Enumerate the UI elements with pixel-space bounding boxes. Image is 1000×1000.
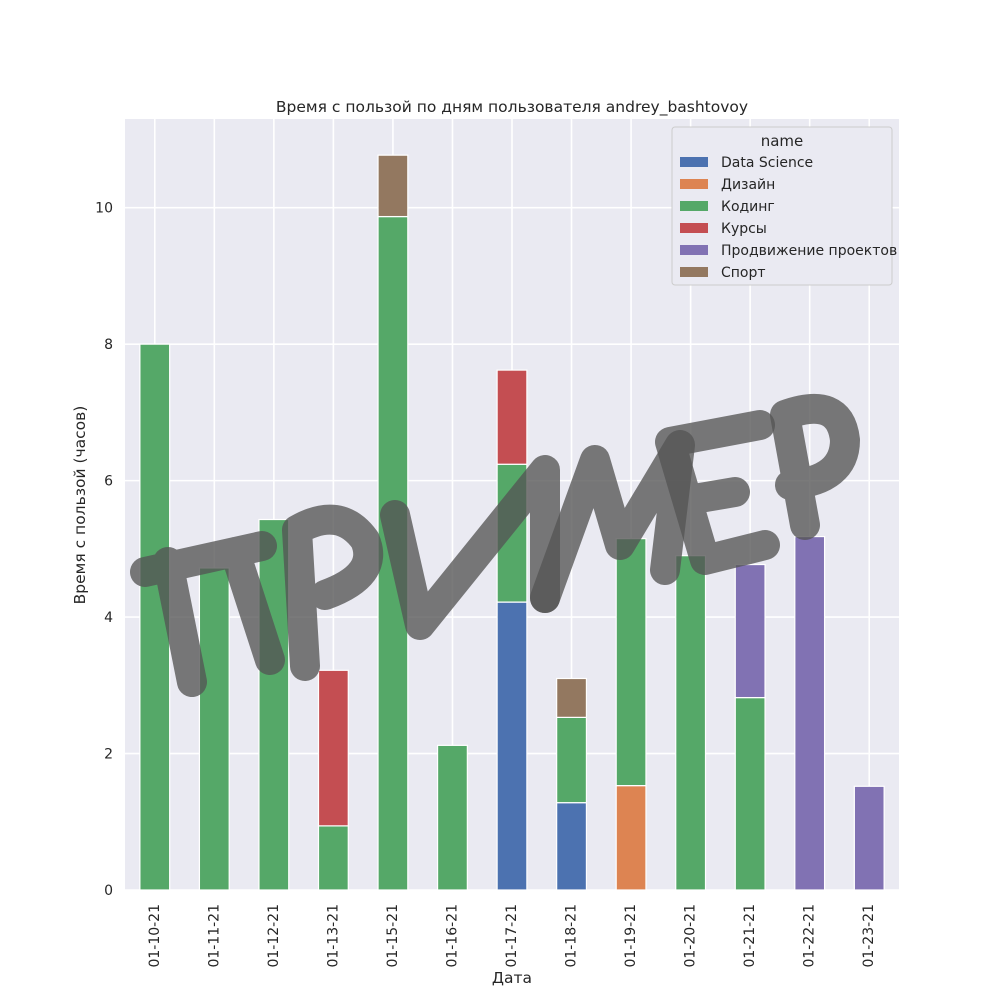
y-tick-label: 2 [104,747,113,763]
y-axis: 0 2 4 6 8 10 [95,201,113,899]
x-axis-label: Дата [492,969,532,987]
bar-segment [734,696,766,891]
x-tick-label: 01-12-21 [266,904,282,968]
legend-entry: Спорт [721,265,766,281]
legend-swatch [680,157,708,167]
legend-swatch [680,267,708,277]
x-tick-label: 01-22-21 [802,904,818,968]
bar-segment [615,538,647,787]
y-tick-label: 6 [104,474,113,490]
bar-segment [556,677,588,718]
bar-segment [615,785,647,891]
x-tick-label: 01-16-21 [444,904,460,968]
bar-segment [556,716,588,804]
legend-box [671,126,893,286]
legend-swatch [680,223,708,233]
bar-segment [317,825,349,891]
x-tick-label: 01-20-21 [683,904,699,968]
x-tick-label: 01-10-21 [147,904,163,968]
x-tick-label: 01-18-21 [564,904,580,968]
legend-entry: Кодинг [721,199,775,215]
y-tick-label: 0 [104,883,113,899]
legend-entry: Дизайн [721,177,775,193]
legend-entry: Data Science [721,155,813,171]
legend-entry: Продвижение проектов [721,243,897,259]
bar-segment [794,535,826,891]
watermark-primer-stamp [130,393,860,697]
legend-entry: Курсы [721,221,767,237]
legend-swatch [680,179,708,189]
bar-segment [734,563,766,699]
bar-segment [198,567,230,891]
x-axis: 01-10-21 01-11-21 01-12-21 01-13-21 01-15-21… [147,904,877,968]
bar-segment [317,669,349,827]
x-tick-label: 01-19-21 [623,904,639,968]
x-tick-label: 01-21-21 [742,904,758,968]
y-tick-label: 4 [104,610,113,626]
bar-segment [556,802,588,891]
bar-segment [675,555,707,891]
y-tick-label: 10 [95,201,113,217]
bar-segment [496,369,528,465]
bar-segment [853,785,885,891]
chart-title: Время с пользой по дням пользователя and… [276,98,748,117]
bar-segment [496,601,528,891]
x-tick-label: 01-17-21 [504,904,520,968]
x-tick-label: 01-15-21 [385,904,401,968]
bar-segment [436,744,468,891]
x-tick-label: 01-13-21 [325,904,341,968]
y-tick-label: 8 [104,337,113,353]
legend-title: name [761,132,804,150]
legend-swatch [680,245,708,255]
y-axis-label: Время с пользой (часов) [71,406,89,605]
x-tick-label: 01-11-21 [206,904,222,968]
x-tick-label: 01-23-21 [861,904,877,968]
bar-segment [377,154,409,218]
bar-segment [258,518,290,891]
legend: name Data Science Дизайн Кодинг Курсы Продви… [671,126,897,286]
legend-swatch [680,201,708,211]
